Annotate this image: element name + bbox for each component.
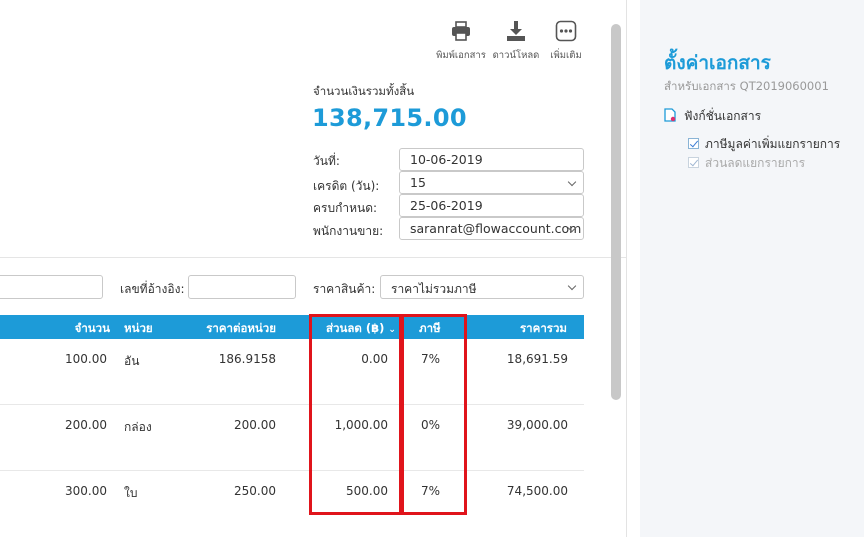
more-icon — [555, 20, 577, 42]
reference-label: เลขที่อ้างอิง: — [120, 282, 185, 296]
col-qty: จำนวน — [74, 321, 110, 335]
row-divider — [0, 404, 584, 405]
cell-unit[interactable]: อัน — [124, 354, 140, 368]
credit-days-label: เครดิต (วัน): — [313, 179, 380, 193]
cell-unit-price[interactable]: 186.9158 — [218, 352, 276, 366]
scrollbar[interactable] — [611, 24, 621, 400]
printer-icon — [452, 21, 470, 41]
chevron-down-icon: ⌄ — [388, 325, 396, 335]
vat-per-item-label: ภาษีมูลค่าเพิ่มแยกรายการ — [705, 137, 841, 151]
divider — [0, 257, 626, 258]
cell-total: 39,000.00 — [506, 418, 568, 432]
price-type-label: ราคาสินค้า: — [313, 282, 376, 296]
document-functions-label: ฟังก์ชั่นเอกสาร — [684, 109, 762, 123]
date-label: วันที่: — [313, 154, 340, 168]
tax-column-highlight — [401, 314, 467, 515]
document-settings-panel: ตั้งค่าเอกสาร สำหรับเอกสาร QT2019060001 … — [640, 0, 864, 537]
cell-qty[interactable]: 100.00 — [65, 352, 107, 366]
discount-column-highlight — [309, 314, 402, 515]
more-label: เพิ่มเติม — [550, 50, 582, 61]
col-discount[interactable]: ส่วนลด (฿) ⌄ — [326, 320, 396, 338]
more-button[interactable]: เพิ่มเติม — [540, 20, 592, 63]
vat-per-item-checkbox[interactable] — [688, 138, 699, 149]
col-tax: ภาษี — [419, 321, 441, 335]
price-type-select[interactable]: ราคาไม่รวมภาษี — [380, 275, 584, 299]
cell-discount[interactable]: 1,000.00 — [334, 418, 388, 432]
price-type-value: ราคาไม่รวมภาษี — [391, 282, 477, 296]
cell-unit[interactable]: กล่อง — [124, 420, 152, 434]
cell-total: 74,500.00 — [506, 484, 568, 498]
cell-qty[interactable]: 300.00 — [65, 484, 107, 498]
customer-field[interactable] — [0, 275, 103, 299]
cell-tax[interactable]: 7% — [421, 352, 441, 366]
download-label: ดาวน์โหลด — [492, 50, 540, 61]
cell-total: 18,691.59 — [506, 352, 568, 366]
discount-per-item-checkbox — [688, 157, 699, 168]
table-header — [0, 315, 584, 339]
cell-discount[interactable]: 0.00 — [361, 352, 388, 366]
cell-qty[interactable]: 200.00 — [65, 418, 107, 432]
credit-days-value: 15 — [410, 175, 426, 190]
credit-days-select[interactable]: 15 — [399, 171, 584, 194]
due-date-label: ครบกำหนด: — [313, 201, 378, 215]
document-editor: พิมพ์เอกสาร ดาวน์โหลด เพิ่มเติม จำนวนเงิ… — [0, 0, 627, 537]
date-input[interactable]: 10-06-2019 — [399, 148, 584, 171]
download-button[interactable]: ดาวน์โหลด — [490, 20, 542, 63]
reference-input[interactable] — [188, 275, 296, 299]
row-divider — [0, 470, 584, 471]
cell-unit-price[interactable]: 250.00 — [234, 484, 276, 498]
salesperson-select[interactable]: saranrat@flowaccount.com — [399, 217, 584, 240]
col-total: ราคารวม — [520, 321, 567, 335]
cell-tax[interactable]: 7% — [421, 484, 441, 498]
col-unit-price: ราคาต่อหน่วย — [206, 321, 276, 335]
settings-subtitle: สำหรับเอกสาร QT2019060001 — [664, 79, 829, 93]
download-icon — [507, 21, 525, 41]
salesperson-value: saranrat@flowaccount.com — [410, 221, 582, 236]
print-label: พิมพ์เอกสาร — [436, 50, 486, 61]
print-button[interactable]: พิมพ์เอกสาร — [435, 20, 487, 63]
settings-title: ตั้งค่าเอกสาร — [664, 52, 771, 74]
col-discount-label: ส่วนลด (฿) — [326, 321, 385, 335]
cell-unit[interactable]: ใบ — [124, 486, 138, 500]
cell-unit-price[interactable]: 200.00 — [234, 418, 276, 432]
cell-tax[interactable]: 0% — [421, 418, 441, 432]
discount-per-item-option: ส่วนลดแยกรายการ — [688, 154, 805, 173]
col-unit: หน่วย — [124, 321, 153, 335]
document-functions-section: ฟังก์ชั่นเอกสาร — [664, 107, 761, 126]
cell-discount[interactable]: 500.00 — [346, 484, 388, 498]
due-date-input[interactable]: 25-06-2019 — [399, 194, 584, 217]
discount-per-item-label: ส่วนลดแยกรายการ — [705, 156, 806, 170]
vat-per-item-option[interactable]: ภาษีมูลค่าเพิ่มแยกรายการ — [688, 135, 840, 154]
total-amount-value: 138,715.00 — [312, 104, 467, 132]
document-settings-icon — [664, 108, 676, 122]
total-amount-label: จำนวนเงินรวมทั้งสิ้น — [313, 84, 415, 98]
salesperson-label: พนักงานขาย: — [313, 224, 384, 238]
